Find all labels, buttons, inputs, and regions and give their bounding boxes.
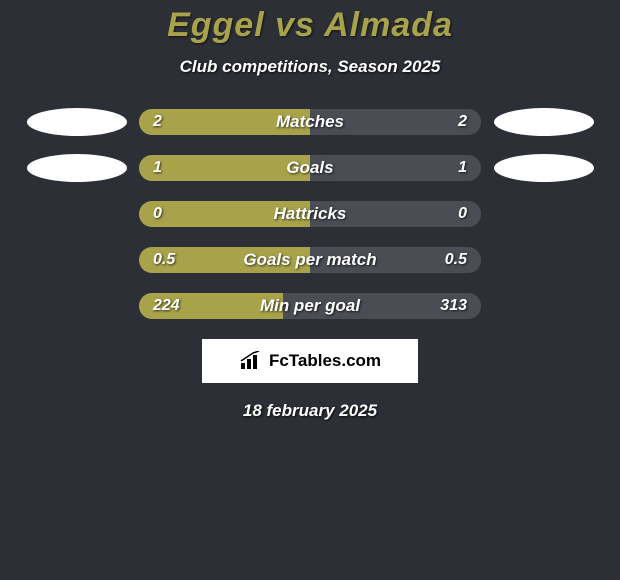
stat-bar: 2 2 Matches xyxy=(139,109,481,135)
player-ellipse-right xyxy=(494,108,594,136)
stat-label: Goals per match xyxy=(243,250,376,270)
stat-row: 0 0 Hattricks xyxy=(0,201,620,227)
stat-label: Hattricks xyxy=(274,204,347,224)
stat-bar-left-fill xyxy=(139,155,310,181)
stat-bar: 1 1 Goals xyxy=(139,155,481,181)
right-slot xyxy=(481,154,606,182)
stat-value-right: 313 xyxy=(440,297,467,315)
page-title: Eggel vs Almada xyxy=(0,6,620,45)
brand-box: FcTables.com xyxy=(202,339,418,383)
stat-value-left: 224 xyxy=(153,297,180,315)
stat-row: 2 2 Matches xyxy=(0,109,620,135)
stat-value-left: 0 xyxy=(153,205,162,223)
player-ellipse-left xyxy=(27,108,127,136)
stat-row: 224 313 Min per goal xyxy=(0,293,620,319)
stat-value-right: 1 xyxy=(458,159,467,177)
stat-value-left: 1 xyxy=(153,159,162,177)
date-line: 18 february 2025 xyxy=(0,401,620,421)
stat-label: Goals xyxy=(286,158,333,178)
stat-value-left: 0.5 xyxy=(153,251,175,269)
stat-label: Min per goal xyxy=(260,296,360,316)
right-slot xyxy=(481,108,606,136)
stat-value-left: 2 xyxy=(153,113,162,131)
root: Eggel vs Almada Club competitions, Seaso… xyxy=(0,0,620,421)
stats-block: 2 2 Matches 1 1 Goals 0 0 Hattricks 0.5 0.5 Goals p… xyxy=(0,109,620,319)
stat-bar: 224 313 Min per goal xyxy=(139,293,481,319)
left-slot xyxy=(14,154,139,182)
player-ellipse-right xyxy=(494,154,594,182)
stat-bar-right-fill xyxy=(310,155,481,181)
stat-bar: 0.5 0.5 Goals per match xyxy=(139,247,481,273)
stat-row: 0.5 0.5 Goals per match xyxy=(0,247,620,273)
stat-label: Matches xyxy=(276,112,344,132)
stat-value-right: 0 xyxy=(458,205,467,223)
left-slot xyxy=(14,108,139,136)
brand-chart-icon xyxy=(239,351,263,371)
player-ellipse-left xyxy=(27,154,127,182)
stat-value-right: 0.5 xyxy=(445,251,467,269)
stat-row: 1 1 Goals xyxy=(0,155,620,181)
page-subtitle: Club competitions, Season 2025 xyxy=(0,57,620,77)
stat-value-right: 2 xyxy=(458,113,467,131)
brand-text: FcTables.com xyxy=(269,351,381,371)
stat-bar: 0 0 Hattricks xyxy=(139,201,481,227)
